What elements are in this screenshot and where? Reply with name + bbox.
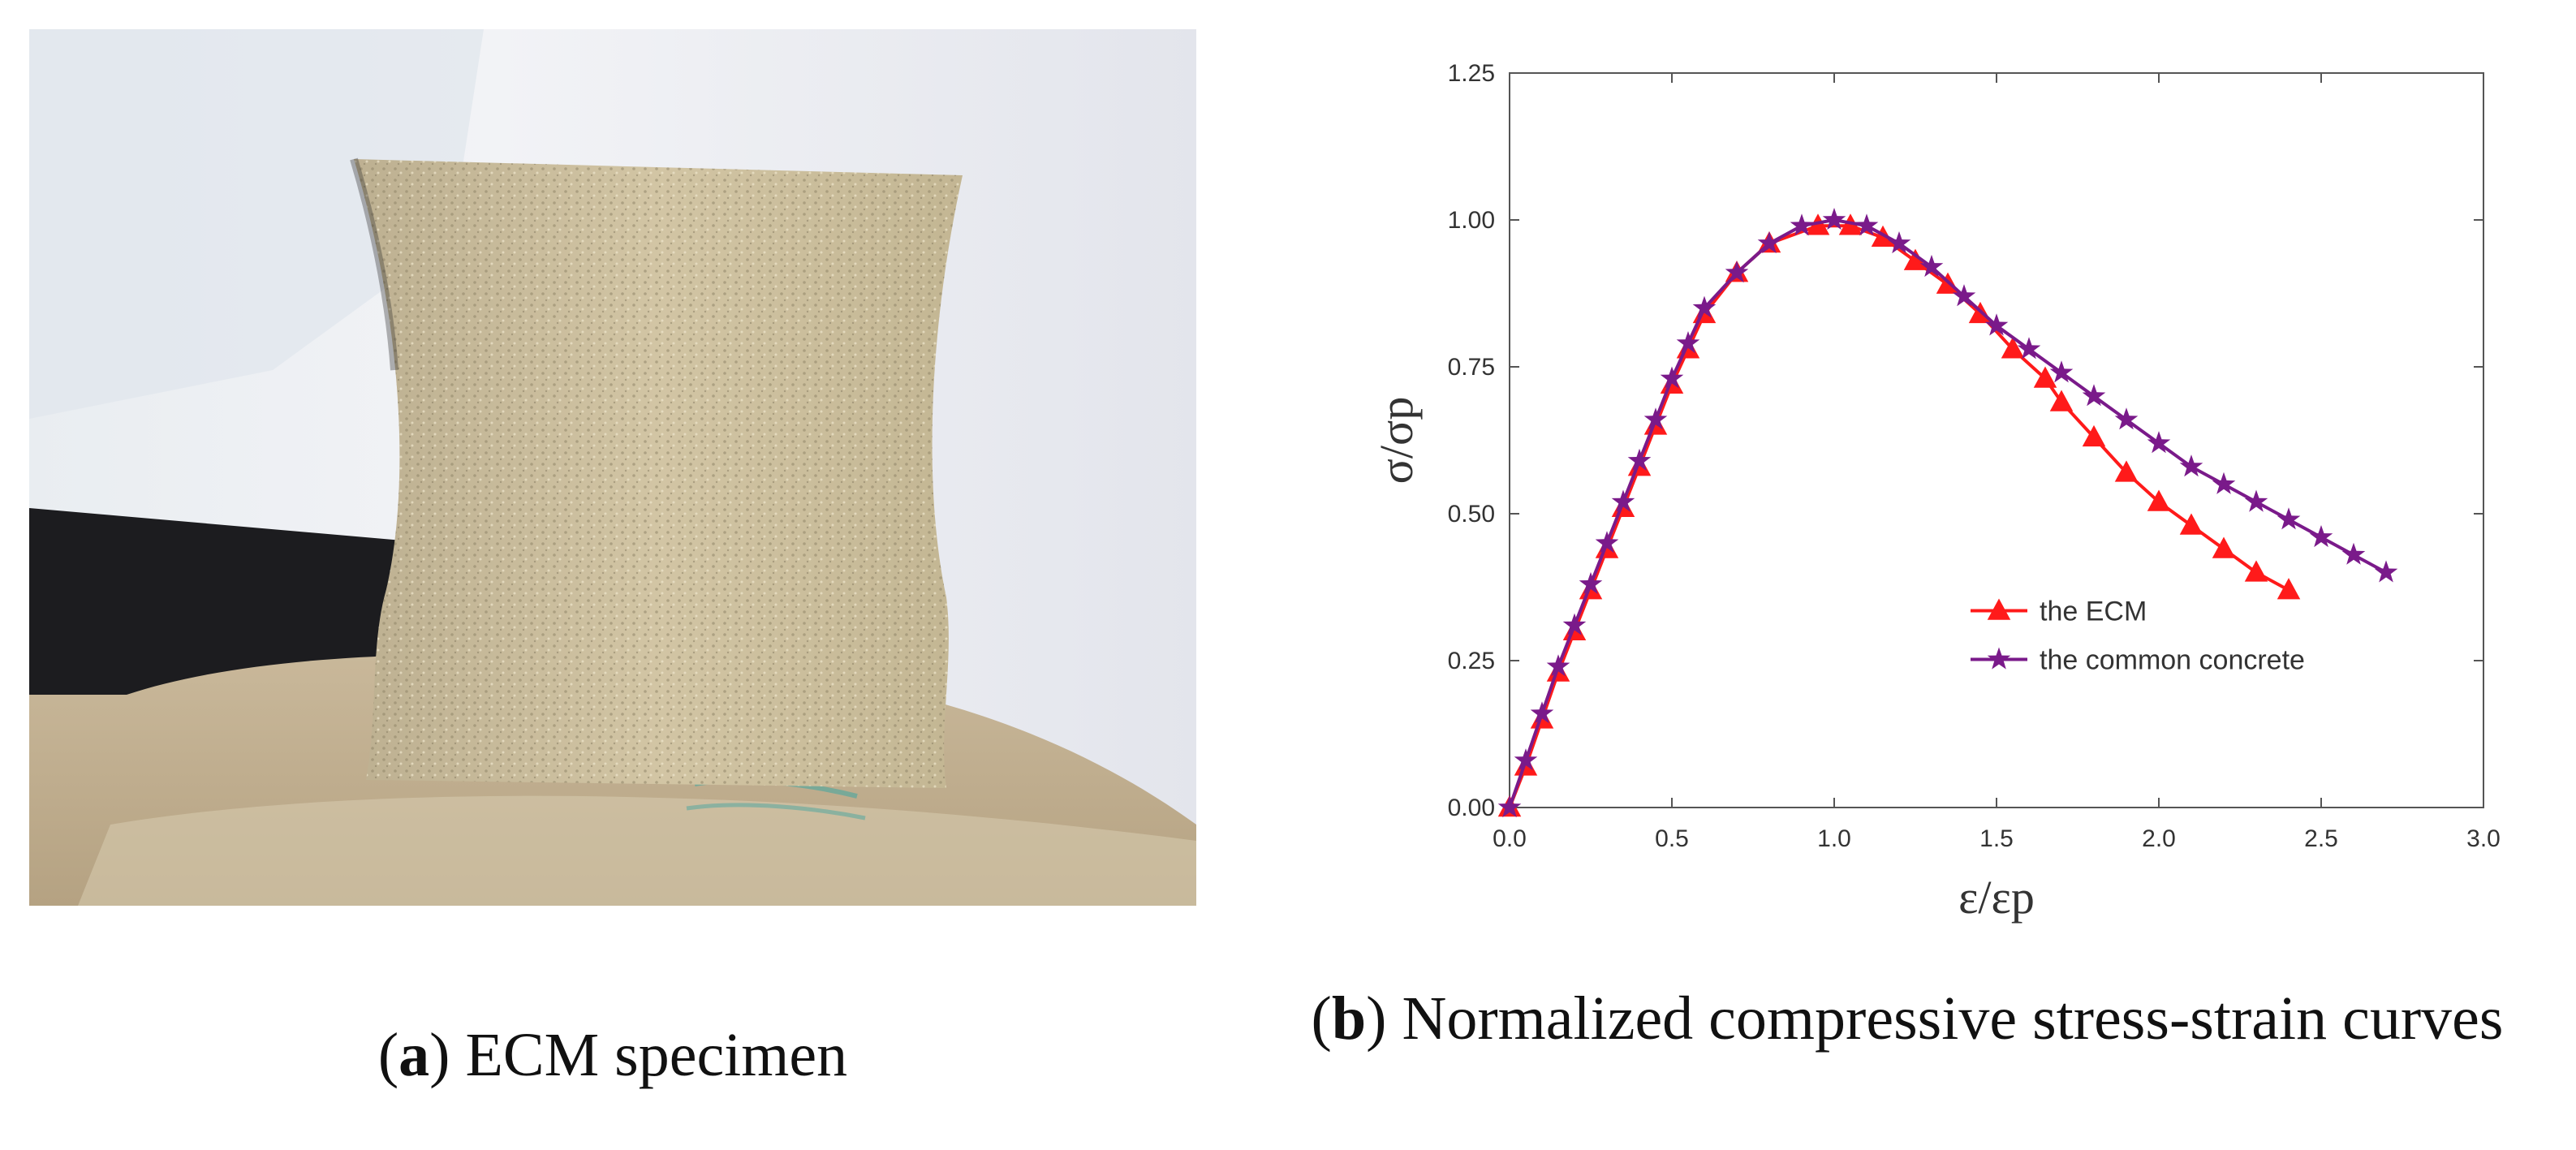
y-axis-label: σ/σp <box>1370 397 1423 485</box>
ecm-data-point <box>2114 460 2139 482</box>
x-tick-label: 1.0 <box>1817 825 1851 852</box>
ecm-data-point <box>2082 424 2106 447</box>
common-concrete-data-point <box>2277 507 2301 530</box>
ecm-data-point <box>2179 513 2203 535</box>
chart-legend: the ECM the common concrete <box>1971 596 2305 675</box>
ecm-data-point <box>2001 337 2025 359</box>
panel-b-caption: (b) Normalized compressive stress-strain… <box>1311 984 2504 1053</box>
common-concrete-data-point <box>1660 366 1684 389</box>
y-tick-label: 1.00 <box>1448 207 1495 234</box>
common-concrete-data-point <box>1822 208 1846 230</box>
y-tick-label: 0.25 <box>1448 648 1495 674</box>
y-tick-label: 0.00 <box>1448 795 1495 821</box>
common-concrete-data-point <box>2147 431 2171 454</box>
ecm-data-point <box>1903 248 1928 270</box>
common-concrete-data-point <box>1919 254 1944 278</box>
plot-frame <box>1509 72 2484 808</box>
axis-ticks: 0.0 0.5 1.0 1.5 2.0 2.5 3.0 0.00 0.25 0.50 0.75 1.0… <box>1448 60 2501 852</box>
common-concrete-data-point <box>1643 407 1668 430</box>
series-line <box>1508 218 2387 808</box>
legend-ecm-marker <box>1987 598 2011 620</box>
y-tick-label: 1.25 <box>1448 60 1495 87</box>
legend-common-marker <box>1987 647 2011 670</box>
ecm-data-point <box>2277 578 2301 600</box>
common-concrete-data-point <box>1676 331 1700 354</box>
common-concrete-data-point <box>1514 748 1538 771</box>
y-tick-label: 0.50 <box>1448 501 1495 528</box>
legend-label: the ECM <box>2040 596 2147 627</box>
common-concrete-data-point <box>2374 560 2398 583</box>
stress-strain-chart: 0.0 0.5 1.0 1.5 2.0 2.5 3.0 0.00 0.25 0.50 0.75 1.0… <box>1299 32 2576 950</box>
common-concrete-data-point <box>1611 489 1635 512</box>
x-tick-label: 2.5 <box>2304 825 2338 852</box>
common-concrete-data-point <box>1579 571 1603 594</box>
common-concrete-data-point <box>1790 213 1814 236</box>
common-concrete-data-point <box>2179 454 2203 477</box>
common-concrete-data-point <box>1497 795 1522 818</box>
x-tick-label: 1.5 <box>1979 825 2014 852</box>
ecm-data-point <box>2147 489 2171 511</box>
ecm-data-point <box>2244 560 2268 582</box>
common-concrete-data-point <box>2114 407 2139 430</box>
common-concrete-data-point <box>2341 542 2366 565</box>
x-axis-label: ε/εp <box>1958 871 2035 924</box>
common-concrete-data-point <box>2244 489 2268 512</box>
common-concrete-data-point <box>1546 654 1570 677</box>
common-concrete-data-point <box>1887 231 1911 254</box>
common-concrete-data-point <box>2212 472 2236 494</box>
x-tick-label: 2.0 <box>2142 825 2176 852</box>
ecm-data-point <box>2212 536 2236 558</box>
common-concrete-data-point <box>1530 701 1554 724</box>
common-concrete-data-point <box>1562 613 1587 635</box>
series-layer <box>1497 208 2398 818</box>
common-concrete-data-point <box>1984 313 2009 336</box>
common-concrete-data-point <box>2082 384 2106 407</box>
common-concrete-data-point <box>1627 448 1652 471</box>
common-concrete-data-point <box>1595 531 1619 553</box>
common-concrete-data-point <box>1692 295 1717 318</box>
panel-b-letter: b <box>1331 984 1367 1053</box>
common-concrete-data-point <box>1854 213 1879 236</box>
ecm-specimen-photo <box>29 29 1196 906</box>
panel-b-caption-text: Normalized compressive stress-strain cur… <box>1402 984 2504 1053</box>
common-concrete-data-point <box>2309 525 2333 548</box>
common-concrete-data-point <box>2017 337 2041 360</box>
legend-label: the common concrete <box>2040 644 2305 675</box>
y-tick-label: 0.75 <box>1448 354 1495 381</box>
ecm-data-point <box>2033 366 2057 388</box>
common-concrete-data-point <box>1952 284 1976 307</box>
ecm-data-point <box>2049 390 2074 411</box>
panel-a-letter: a <box>398 1021 430 1089</box>
chart-svg: 0.0 0.5 1.0 1.5 2.0 2.5 3.0 0.00 0.25 0.50 0.75 1.0… <box>1370 60 2501 924</box>
common-concrete-data-point <box>1725 261 1749 283</box>
series-common-concrete <box>1497 208 2398 818</box>
x-tick-label: 3.0 <box>2466 825 2501 852</box>
x-tick-label: 0.0 <box>1493 825 1527 852</box>
common-concrete-data-point <box>1757 231 1781 254</box>
panel-a-caption: (a) ECM specimen <box>377 1021 848 1089</box>
common-concrete-data-point <box>2049 360 2074 383</box>
panel-a-caption-text: ECM specimen <box>465 1021 848 1089</box>
x-tick-label: 0.5 <box>1655 825 1689 852</box>
specimen-photo-illustration <box>29 29 1196 906</box>
